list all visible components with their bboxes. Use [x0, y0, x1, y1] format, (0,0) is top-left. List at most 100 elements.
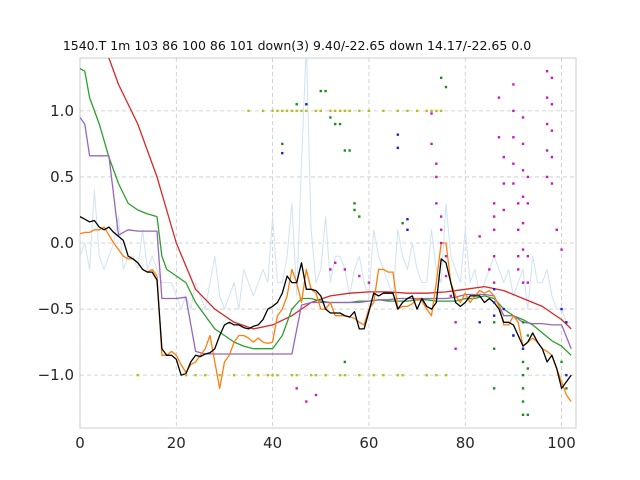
magenta-markers-point [305, 400, 308, 403]
olive-markers-point [271, 373, 274, 377]
olive-markers-point [276, 109, 279, 113]
magenta-markers-point [435, 202, 438, 205]
olive-markers-point [285, 109, 289, 113]
olive-markers-point [319, 109, 322, 113]
olive-markers-point [300, 109, 303, 113]
magenta-markers-point [526, 281, 530, 284]
magenta-markers-point [526, 175, 530, 179]
magenta-markers-point [430, 142, 433, 146]
magenta-markers-point [526, 255, 530, 258]
green-markers-point [401, 221, 404, 225]
x-tick-label: 60 [359, 434, 378, 452]
olive-markers-point [247, 109, 250, 113]
olive-markers-point [358, 373, 361, 377]
olive-markers-point [295, 373, 298, 377]
magenta-markers-point [502, 208, 505, 212]
olive-markers-point [382, 109, 385, 113]
magenta-markers-point [329, 268, 332, 271]
green-markers-point [526, 334, 530, 337]
olive-markers-point [348, 109, 351, 113]
magenta-markers-point [454, 347, 457, 350]
magenta-markers-point [492, 281, 496, 284]
blue-markers-point [492, 314, 496, 317]
green-markers-point [521, 321, 525, 324]
magenta-markers-point [439, 241, 443, 245]
olive-markers-point [266, 373, 270, 377]
olive-markers-point [314, 109, 318, 113]
magenta-markers-point [521, 116, 525, 119]
magenta-markers-point [545, 149, 549, 152]
magenta-markers-point [526, 202, 530, 205]
y-tick-label: 0.5 [50, 168, 74, 186]
y-tick-label: −1.0 [38, 366, 74, 384]
green-markers-point [353, 208, 356, 212]
x-axis: 0 20 40 60 80 100 [75, 434, 576, 452]
magenta-markers-point [521, 281, 525, 284]
olive-markers-point [343, 373, 347, 377]
olive-markers-point [415, 109, 419, 113]
blue-markers-point [521, 347, 525, 350]
blue-markers-point [305, 103, 308, 106]
magenta-markers-point [343, 268, 347, 271]
green-markers-point [439, 76, 443, 80]
magenta-markers-point [512, 109, 515, 113]
olive-markers-point [305, 109, 308, 113]
magenta-markers-point [430, 112, 433, 115]
olive-markers-point [281, 109, 284, 113]
magenta-markers-point [295, 387, 298, 390]
green-markers-point [343, 360, 347, 364]
magenta-markers-point [435, 175, 438, 179]
magenta-markers-point [439, 228, 443, 231]
olive-markers-point [435, 373, 438, 377]
magenta-markers-point [545, 96, 549, 99]
olive-markers-point [406, 109, 409, 113]
blue-markers-point [396, 146, 400, 150]
olive-markers-point [261, 109, 265, 113]
green-markers-point [492, 347, 496, 350]
olive-markers-point [329, 109, 332, 113]
blue-markers-point [492, 288, 496, 291]
olive-markers-point [343, 109, 347, 113]
olive-markers-point [256, 373, 260, 377]
purple-average-line [80, 117, 572, 355]
magenta-markers-point [521, 169, 525, 172]
magenta-markers-point [555, 228, 558, 231]
x-tick-label: 0 [75, 434, 85, 452]
green-markers-point [492, 321, 496, 324]
green-markers-point [526, 367, 530, 370]
magenta-markers-point [545, 70, 549, 73]
magenta-markers-point [512, 162, 515, 165]
olive-markers-point [334, 109, 337, 113]
olive-markers-point [136, 373, 139, 377]
olive-markers-point [184, 373, 188, 377]
green-markers-point [521, 360, 525, 364]
olive-markers-point [358, 109, 361, 113]
magenta-markers-point [512, 83, 515, 86]
y-tick-label: 1.0 [50, 102, 74, 120]
blue-markers-point [406, 218, 409, 221]
blue-markers-point [565, 373, 568, 377]
magenta-markers-point [358, 274, 361, 278]
magenta-markers-point [550, 182, 554, 185]
magenta-markers-point [512, 182, 515, 185]
magenta-markers-point [439, 215, 443, 218]
magenta-markers-point [521, 221, 525, 225]
magenta-markers-point [517, 255, 520, 258]
olive-markers-point [309, 373, 313, 377]
olive-markers-point [382, 373, 385, 377]
magenta-markers-point [517, 202, 520, 205]
magenta-markers-point [521, 195, 525, 198]
olive-markers-point [204, 373, 207, 377]
y-tick-label: 0.0 [50, 234, 74, 252]
olive-markers-point [425, 373, 428, 377]
olive-markers-point [314, 373, 318, 377]
magenta-markers-point [449, 294, 452, 298]
magenta-markers-point [550, 76, 554, 80]
blue-markers-point [502, 307, 505, 311]
magenta-markers-point [517, 228, 520, 231]
x-tick-label: 40 [263, 434, 282, 452]
olive-markers-point [425, 109, 428, 113]
blue-markers-point [492, 301, 496, 304]
olive-markers-point [290, 109, 294, 113]
